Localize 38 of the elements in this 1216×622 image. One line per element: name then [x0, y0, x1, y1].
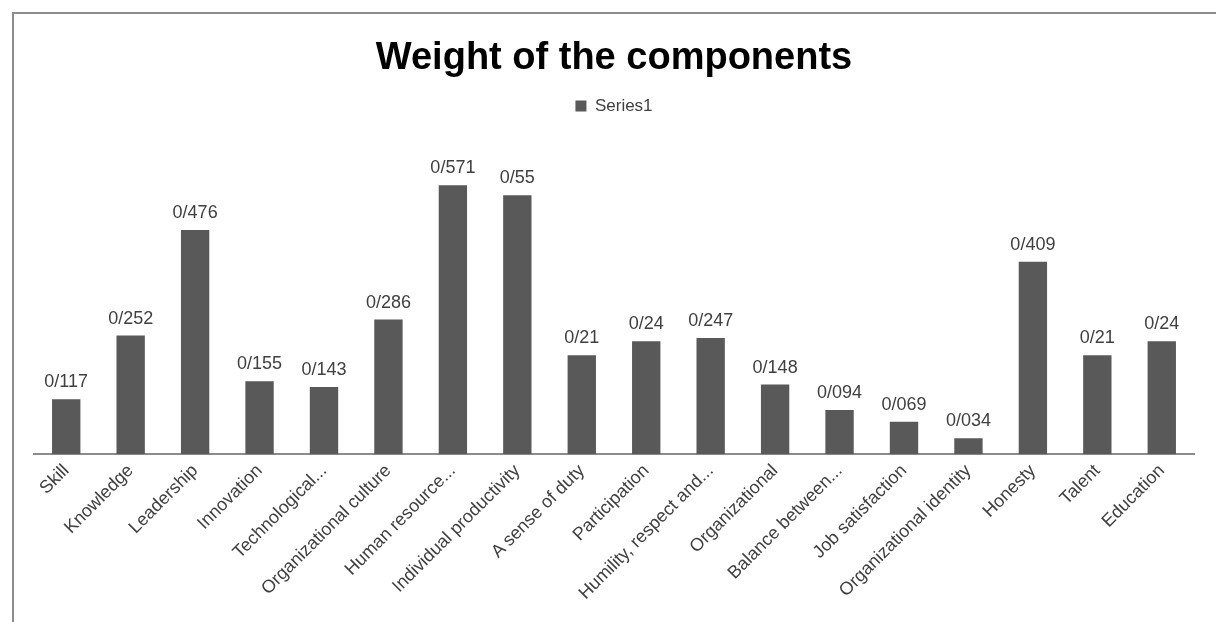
data-label: 0/034 [945, 410, 991, 431]
data-label: 0/409 [1010, 233, 1056, 254]
bar [825, 409, 854, 455]
data-label: 0/148 [752, 356, 798, 377]
data-label: 0/069 [881, 393, 927, 414]
bar [760, 384, 790, 455]
chart-title: Weight of the components [375, 35, 853, 78]
bar [309, 386, 339, 455]
data-label: 0/24 [1144, 313, 1180, 334]
bar [696, 337, 725, 455]
data-label: 0/155 [237, 353, 283, 374]
bar [889, 421, 919, 455]
bar [954, 438, 983, 455]
bar [116, 335, 145, 455]
bar [374, 319, 403, 455]
data-label: 0/571 [430, 157, 476, 178]
data-label: 0/476 [172, 202, 218, 223]
bar [245, 381, 274, 455]
bar [632, 341, 661, 455]
data-label: 0/286 [365, 291, 411, 312]
data-label: 0/24 [628, 313, 664, 334]
bar [1147, 341, 1176, 455]
bar [1018, 261, 1048, 455]
bar [438, 185, 468, 455]
data-label: 0/252 [108, 307, 154, 328]
data-label: 0/21 [1079, 327, 1115, 348]
data-label: 0/117 [44, 371, 89, 392]
data-label: 0/55 [499, 167, 535, 188]
bar [503, 195, 532, 455]
data-label: 0/21 [564, 327, 600, 348]
bar [52, 399, 81, 455]
bar [1083, 355, 1112, 455]
data-label: 0/094 [817, 381, 863, 402]
data-label: 0/143 [301, 358, 347, 379]
bar [567, 355, 596, 455]
data-label: 0/247 [688, 309, 734, 330]
legend-label: Series1 [594, 95, 653, 115]
bar [180, 230, 210, 455]
